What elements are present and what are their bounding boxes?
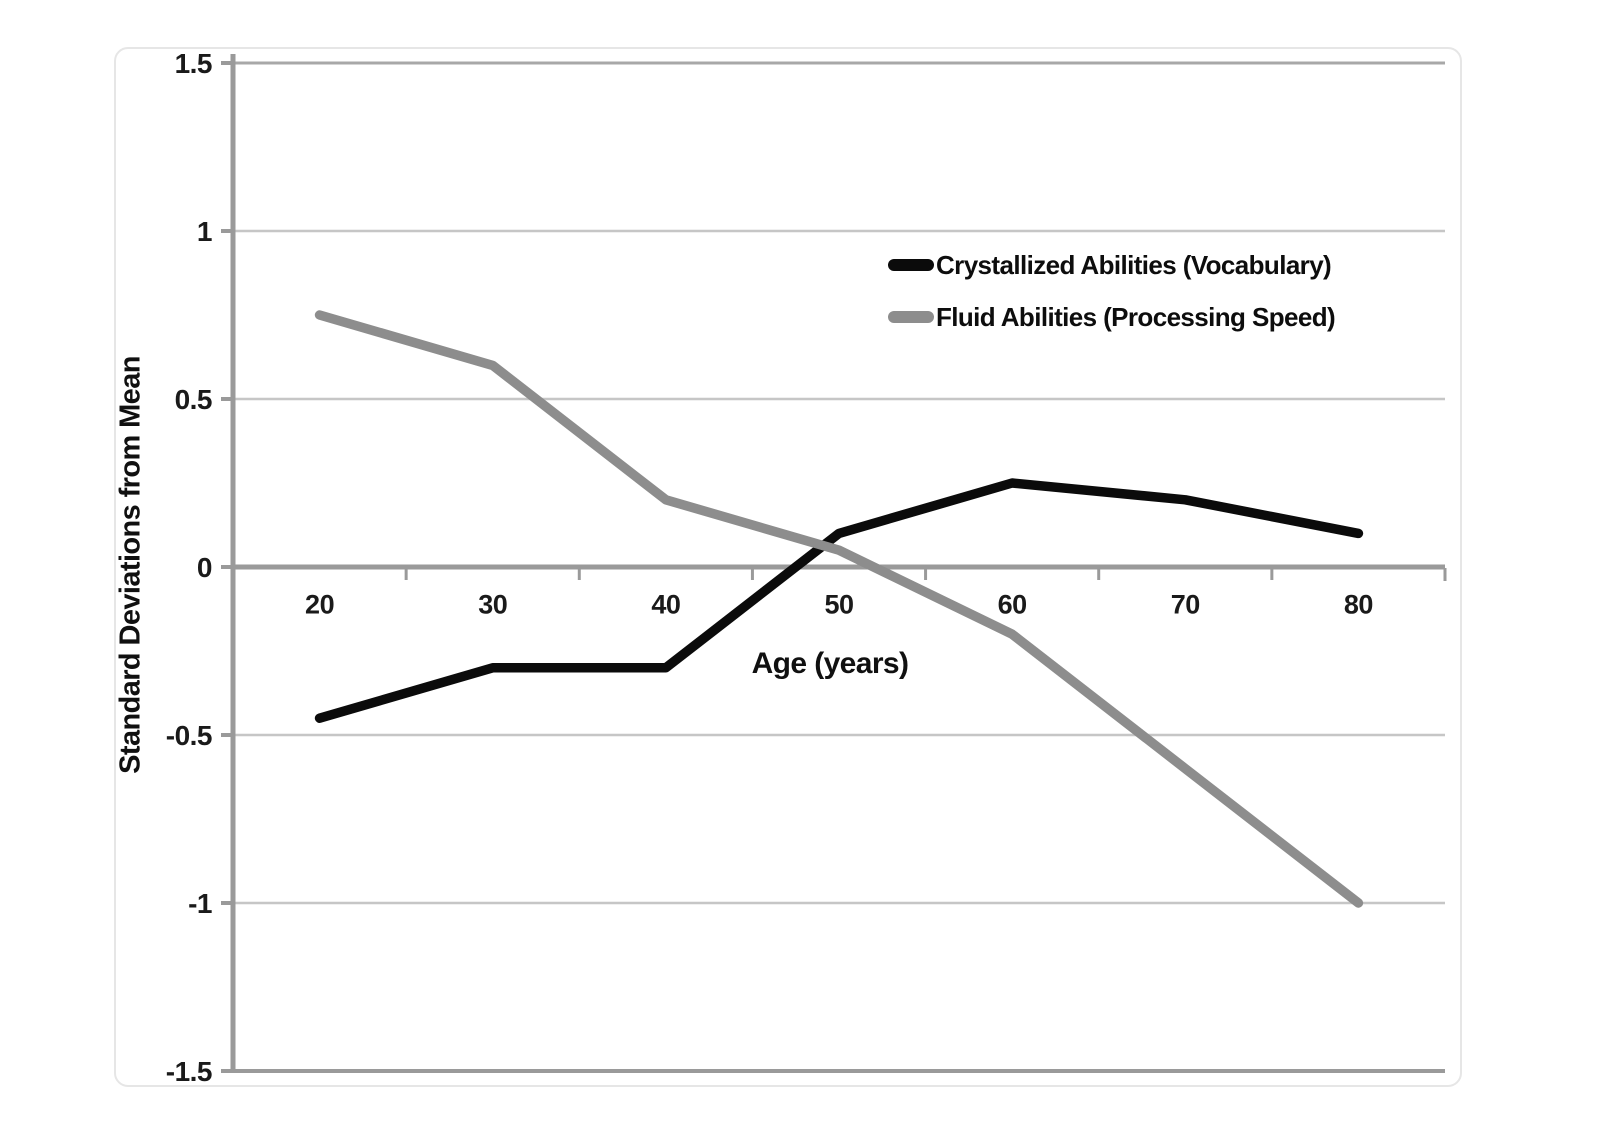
x-tick-label: 20 (305, 589, 334, 619)
legend-swatch-fluid (888, 311, 934, 323)
x-axis-title: Age (years) (751, 647, 909, 680)
y-tick-label: -1.5 (166, 1056, 212, 1087)
legend-item-crystallized: Crystallized Abilities (Vocabulary) (888, 247, 1335, 283)
y-tick-label: 0 (197, 552, 212, 583)
x-tick-label: 80 (1344, 589, 1373, 619)
y-tick-label: 1 (197, 216, 212, 247)
legend-item-fluid: Fluid Abilities (Processing Speed) (888, 299, 1336, 335)
x-tick-label: 60 (998, 589, 1027, 619)
y-axis-title: Standard Deviations from Mean (114, 356, 147, 774)
x-tick-label: 40 (651, 589, 680, 619)
series-line-fluid (314, 310, 1364, 908)
x-tick-label: 50 (824, 589, 853, 619)
legend-label: Crystallized Abilities (Vocabulary) (936, 249, 1332, 280)
x-tick-label: 70 (1171, 589, 1200, 619)
series-line-crystallized (314, 478, 1364, 723)
y-tick-label: -0.5 (166, 720, 212, 751)
y-tick-label: 1.5 (175, 48, 212, 79)
y-tick-label: 0.5 (175, 384, 212, 415)
legend-swatch-crystallized (888, 259, 934, 271)
y-tick-label: -1 (188, 888, 212, 919)
legend-label: Fluid Abilities (Processing Speed) (936, 301, 1336, 332)
x-tick-label: 30 (478, 589, 507, 619)
chart-legend: Crystallized Abilities (Vocabulary) Flui… (888, 247, 1336, 335)
